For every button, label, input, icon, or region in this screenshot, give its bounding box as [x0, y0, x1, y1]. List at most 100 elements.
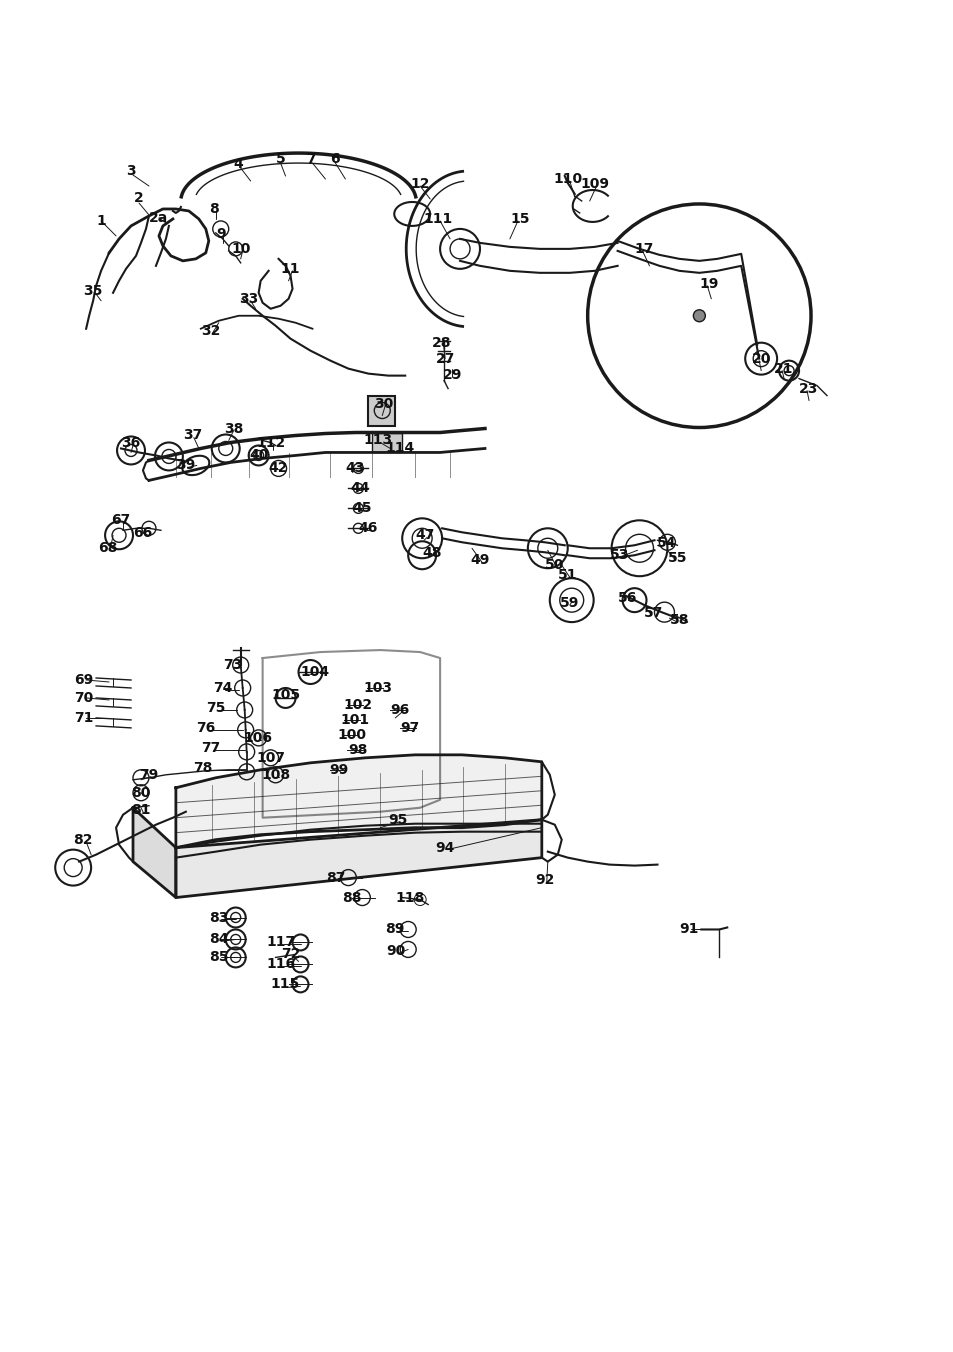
Text: 46: 46: [358, 522, 377, 535]
Text: 114: 114: [385, 442, 415, 456]
Text: 111: 111: [423, 212, 453, 226]
Text: 53: 53: [609, 549, 629, 562]
Text: 88: 88: [342, 891, 362, 904]
Text: 35: 35: [83, 284, 103, 297]
Text: 70: 70: [74, 691, 93, 704]
Text: 48: 48: [422, 546, 441, 560]
Text: 47: 47: [415, 529, 435, 542]
Text: 15: 15: [510, 212, 529, 226]
Text: 75: 75: [206, 700, 225, 715]
Text: 76: 76: [196, 721, 215, 735]
Text: 91: 91: [679, 922, 699, 937]
Text: 78: 78: [193, 761, 213, 775]
Text: 95: 95: [388, 813, 408, 826]
Text: 11: 11: [280, 262, 300, 276]
Text: 103: 103: [363, 681, 393, 695]
Text: 73: 73: [223, 658, 242, 672]
Text: 59: 59: [559, 596, 578, 610]
Text: 85: 85: [209, 950, 229, 964]
Text: 96: 96: [390, 703, 410, 717]
Text: 19: 19: [699, 277, 719, 291]
Text: 17: 17: [634, 242, 654, 256]
Polygon shape: [175, 819, 541, 898]
Text: 45: 45: [353, 502, 372, 515]
Text: 107: 107: [255, 750, 285, 765]
Text: 23: 23: [799, 381, 818, 396]
Text: 56: 56: [618, 591, 637, 606]
Text: 36: 36: [121, 437, 140, 450]
Text: 57: 57: [643, 606, 662, 621]
Text: 51: 51: [558, 568, 577, 583]
Text: 94: 94: [435, 841, 455, 854]
Text: 116: 116: [266, 957, 294, 971]
Text: 105: 105: [271, 688, 300, 702]
Text: 55: 55: [667, 552, 686, 565]
Text: 40: 40: [249, 449, 268, 462]
Polygon shape: [175, 754, 541, 848]
Text: 44: 44: [350, 481, 370, 495]
Text: 97: 97: [400, 721, 419, 735]
Text: 71: 71: [74, 711, 93, 725]
Text: 6: 6: [331, 151, 340, 166]
Text: 99: 99: [329, 763, 348, 777]
Text: 108: 108: [261, 768, 290, 781]
Text: 7: 7: [305, 151, 315, 166]
Text: 87: 87: [325, 871, 345, 884]
Text: 30: 30: [374, 396, 393, 411]
Text: 115: 115: [271, 977, 300, 991]
Text: 67: 67: [112, 514, 131, 527]
Text: 109: 109: [579, 177, 609, 191]
Text: 49: 49: [470, 553, 489, 568]
Text: 21: 21: [774, 361, 793, 376]
Text: 66: 66: [133, 526, 152, 541]
Text: 112: 112: [255, 437, 285, 450]
Text: 98: 98: [348, 742, 368, 757]
Text: 33: 33: [239, 292, 258, 306]
Text: 5: 5: [275, 151, 285, 166]
Text: 82: 82: [73, 833, 92, 846]
Text: 90: 90: [386, 945, 405, 959]
Text: 101: 101: [340, 713, 370, 727]
Text: 58: 58: [669, 612, 688, 627]
Polygon shape: [368, 396, 395, 426]
Text: 9: 9: [215, 227, 225, 241]
Text: 37: 37: [183, 429, 202, 442]
Text: 110: 110: [553, 172, 581, 187]
Text: 83: 83: [209, 910, 228, 925]
Text: 27: 27: [435, 352, 455, 365]
Text: 54: 54: [656, 537, 676, 550]
Text: 32: 32: [201, 323, 220, 338]
Text: 43: 43: [345, 461, 365, 476]
Text: 1: 1: [96, 214, 106, 228]
Text: 4: 4: [233, 157, 243, 172]
Text: 72: 72: [280, 948, 300, 961]
Text: 50: 50: [544, 558, 564, 572]
Text: 8: 8: [209, 201, 218, 216]
Text: 117: 117: [266, 936, 294, 949]
Text: 106: 106: [243, 731, 272, 745]
Polygon shape: [372, 433, 402, 453]
Text: 79: 79: [139, 768, 158, 781]
Text: 38: 38: [224, 422, 243, 435]
Text: 102: 102: [343, 698, 373, 713]
Text: 42: 42: [269, 461, 288, 476]
Text: 12: 12: [410, 177, 430, 191]
Text: 3: 3: [126, 164, 135, 178]
Text: 39: 39: [176, 458, 195, 472]
Text: 2a: 2a: [150, 211, 169, 224]
Text: 74: 74: [213, 681, 233, 695]
Text: 77: 77: [201, 741, 220, 754]
Text: 81: 81: [132, 803, 151, 817]
Text: 113: 113: [363, 434, 393, 448]
Text: 92: 92: [535, 872, 554, 887]
Text: 80: 80: [132, 786, 151, 800]
Text: 118: 118: [395, 891, 424, 904]
Text: 2: 2: [134, 191, 144, 206]
Text: 84: 84: [209, 933, 229, 946]
Text: 10: 10: [231, 242, 250, 256]
Text: 104: 104: [300, 665, 330, 679]
Polygon shape: [132, 807, 175, 898]
Text: 20: 20: [751, 352, 770, 365]
Text: 100: 100: [337, 727, 367, 742]
Circle shape: [693, 310, 704, 322]
